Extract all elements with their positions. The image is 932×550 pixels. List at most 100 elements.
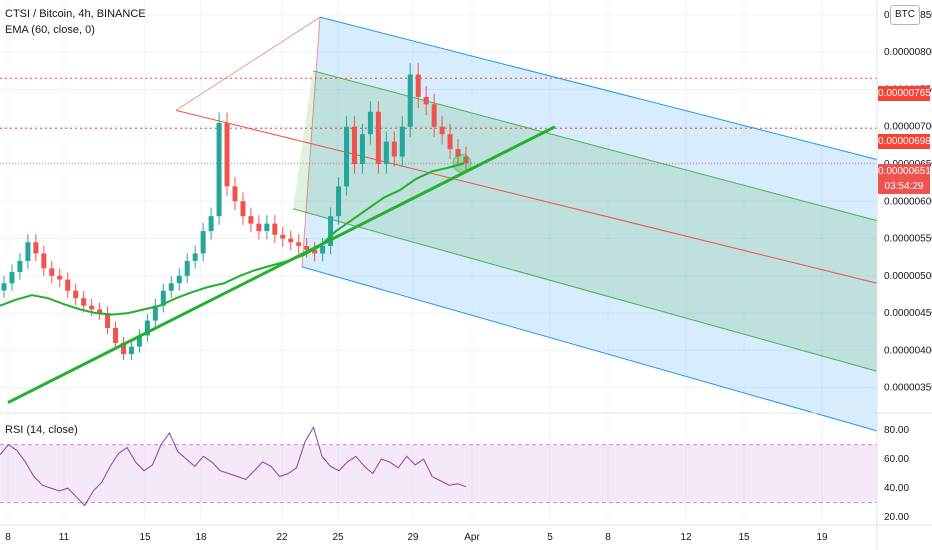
candle-body — [351, 126, 357, 164]
rsi-legend: RSI (14, close) — [5, 424, 78, 436]
candle-body — [367, 111, 373, 135]
rsi-tick-label: 80.00 — [884, 425, 909, 436]
candle-body — [105, 313, 111, 328]
candle-body — [304, 246, 310, 250]
candle-body — [463, 156, 469, 164]
candle-body — [152, 305, 158, 321]
candle-body — [65, 279, 71, 291]
countdown-tag: 03:54:29 — [878, 179, 930, 194]
candle-body — [57, 275, 63, 280]
candle-body — [328, 216, 334, 246]
time-tick-label: 15 — [139, 532, 151, 543]
candle-body — [224, 123, 230, 187]
gridlines — [0, 0, 877, 520]
candle-body — [407, 74, 413, 127]
rsi-tick-label: 20.00 — [884, 512, 909, 523]
price-tick-label: 0.00000800 — [884, 47, 932, 58]
candle-body — [25, 242, 31, 261]
candle-body — [344, 126, 350, 187]
currency-button[interactable]: BTC — [890, 5, 920, 25]
candle-body — [320, 246, 326, 254]
candle-body — [383, 141, 389, 164]
candle-body — [391, 141, 397, 157]
time-tick-label: 29 — [407, 532, 419, 543]
candle-body — [128, 346, 134, 355]
candle-body — [288, 238, 294, 243]
candle-body — [168, 283, 174, 291]
support-trendline — [7, 125, 556, 404]
candle-body — [97, 309, 103, 314]
time-tick-label: 8 — [5, 532, 11, 543]
candle-body — [232, 186, 238, 202]
candle-body — [136, 335, 142, 347]
candle-body — [113, 328, 119, 343]
candle-body — [312, 249, 318, 254]
pitchfork-base — [301, 17, 321, 267]
ema-legend: EMA (60, close, 0) — [5, 24, 95, 36]
candle-body — [423, 96, 429, 105]
candle-body — [216, 123, 222, 217]
time-tick-label: 18 — [195, 532, 207, 543]
channel-upper-line — [319, 16, 878, 161]
horizontal-levels — [0, 77, 877, 164]
candle-body — [280, 234, 286, 239]
candle-body — [455, 149, 461, 157]
rsi-band-fill — [0, 444, 877, 503]
candle-body — [248, 216, 254, 224]
candle-body — [336, 186, 342, 217]
time-tick-label: 19 — [816, 532, 828, 543]
channel-inner-fill — [293, 70, 877, 372]
candle-body — [160, 290, 166, 306]
pitchfork-handle — [175, 16, 321, 111]
price-tick-label: 0.00000400 — [884, 345, 932, 356]
price-tick-label: 0.00000600 — [884, 196, 932, 207]
candle-body — [208, 216, 214, 232]
time-tick-label: 25 — [332, 532, 344, 543]
candle-body — [33, 242, 39, 254]
channel-inner-lower — [292, 208, 878, 372]
candlestick-series — [1, 63, 469, 360]
channel-median-line — [175, 109, 878, 284]
candle-body — [1, 283, 7, 291]
candle-body — [120, 342, 126, 355]
candle-body — [144, 320, 150, 336]
symbol-title: CTSI / Bitcoin, 4h, BINANCE — [5, 8, 146, 20]
candle-body — [272, 223, 278, 235]
candle-body — [192, 253, 198, 261]
candle-body — [256, 223, 262, 232]
candle-body — [9, 272, 15, 284]
overlay-lines — [0, 125, 556, 404]
candle-body — [41, 253, 47, 269]
candle-body — [176, 275, 182, 284]
time-tick-label: 12 — [680, 532, 692, 543]
candle-body — [240, 201, 246, 217]
price-tag-last: 0.00000651 — [878, 164, 931, 179]
candle-body — [359, 134, 365, 164]
candle-body — [375, 111, 381, 164]
rsi-line — [0, 425, 467, 507]
price-tick-label: 0.00000450 — [884, 308, 932, 319]
time-tick-label: 11 — [59, 532, 70, 543]
candle-body — [399, 126, 405, 157]
candle-body — [447, 134, 453, 150]
ema-line — [0, 162, 465, 316]
candle-body — [17, 260, 23, 273]
candle-body — [264, 223, 270, 232]
candle-body — [439, 126, 445, 135]
price-tick-label: 0.00000500 — [884, 271, 932, 282]
price-tick-label: 0.00000350 — [884, 383, 932, 394]
candle-body — [81, 298, 87, 306]
candle-body — [200, 231, 206, 254]
price-tag-698: 0.00000698 — [878, 134, 931, 149]
rsi-pane — [0, 425, 877, 507]
time-tick-label: 8 — [605, 532, 611, 543]
pitchfork-channel — [175, 16, 878, 432]
candle-body — [73, 290, 79, 299]
candle-body — [431, 104, 437, 127]
time-tick-label: 22 — [276, 532, 288, 543]
channel-outer-fill — [302, 17, 877, 431]
price-tick-label: 0.00000550 — [884, 234, 932, 245]
channel-inner-upper — [312, 70, 878, 222]
time-tick-label: 15 — [738, 532, 750, 543]
